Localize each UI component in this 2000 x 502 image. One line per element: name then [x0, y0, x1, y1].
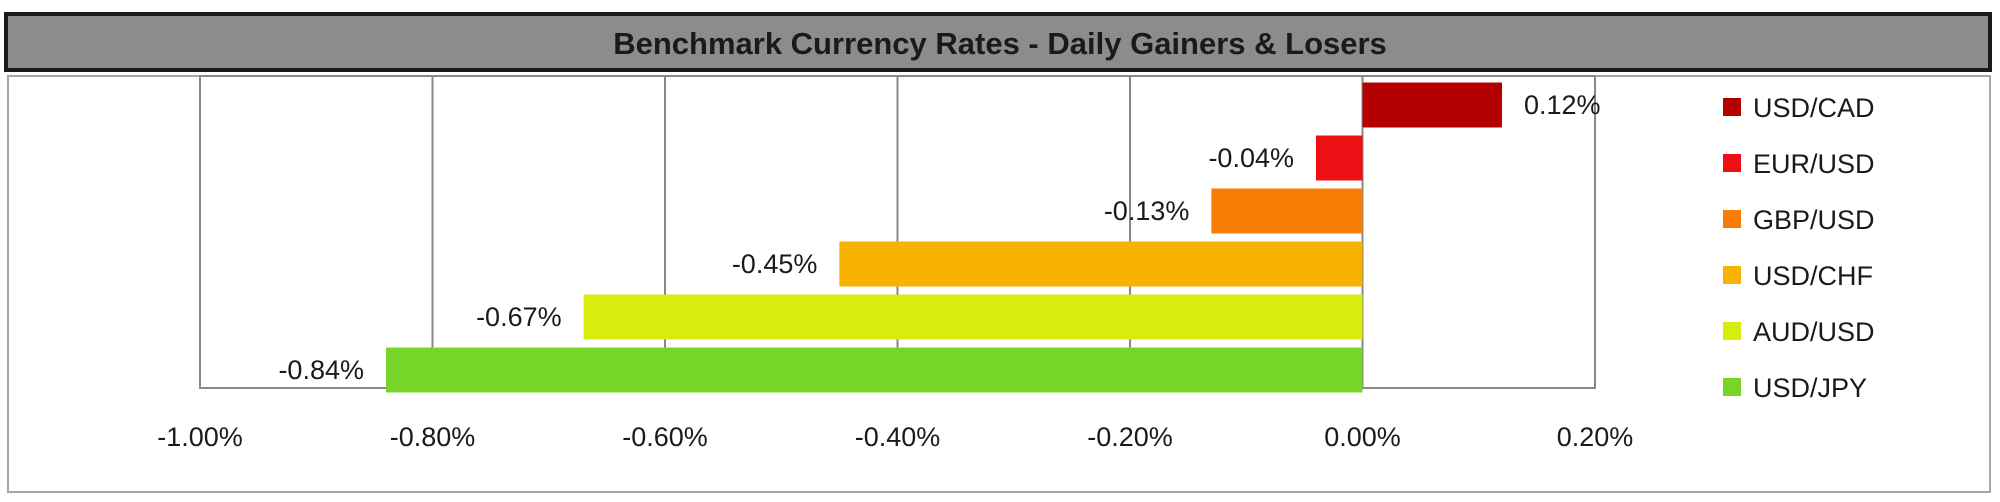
x-axis-ticks: -1.00% -0.80% -0.60% -0.40% -0.20% 0.00% 0.20% — [157, 422, 1633, 452]
bar-value-label: -0.45% — [732, 249, 818, 279]
x-tick-label: -1.00% — [157, 422, 243, 452]
x-tick-label: -0.40% — [855, 422, 941, 452]
bar — [386, 347, 1363, 393]
bar — [1362, 82, 1502, 128]
bar-value-label: -0.67% — [476, 302, 562, 332]
legend-label: USD/CAD — [1753, 93, 1875, 123]
legend-label: AUD/USD — [1753, 317, 1875, 347]
x-tick-label: -0.20% — [1087, 422, 1173, 452]
legend-swatch — [1723, 98, 1741, 116]
bar-value-label: -0.84% — [278, 355, 364, 385]
x-tick-label: 0.00% — [1324, 422, 1401, 452]
bar-value-label: -0.13% — [1104, 196, 1190, 226]
legend-label: GBP/USD — [1753, 205, 1875, 235]
legend-swatch — [1723, 266, 1741, 284]
bar — [1211, 188, 1363, 234]
bar-labels: 0.12% -0.04% -0.13% -0.45% -0.67% -0.84% — [278, 90, 1600, 385]
legend-label: USD/CHF — [1753, 261, 1873, 291]
bar — [1316, 135, 1363, 181]
x-tick-label: 0.20% — [1557, 422, 1634, 452]
legend-swatch — [1723, 210, 1741, 228]
chart-title: Benchmark Currency Rates - Daily Gainers… — [613, 26, 1387, 61]
x-tick-label: -0.60% — [622, 422, 708, 452]
bar — [839, 241, 1363, 287]
bar-value-label: 0.12% — [1524, 90, 1601, 120]
legend-label: EUR/USD — [1753, 149, 1875, 179]
legend-swatch — [1723, 322, 1741, 340]
bars — [386, 82, 1502, 393]
legend-swatch — [1723, 154, 1741, 172]
legend-swatch — [1723, 378, 1741, 396]
title-bar — [4, 12, 1992, 72]
legend: USD/CAD EUR/USD GBP/USD USD/CHF AUD/USD USD/J… — [1723, 93, 1875, 403]
x-tick-label: -0.80% — [390, 422, 476, 452]
legend-label: USD/JPY — [1753, 373, 1867, 403]
bar — [583, 294, 1363, 340]
bar-value-label: -0.04% — [1208, 143, 1294, 173]
